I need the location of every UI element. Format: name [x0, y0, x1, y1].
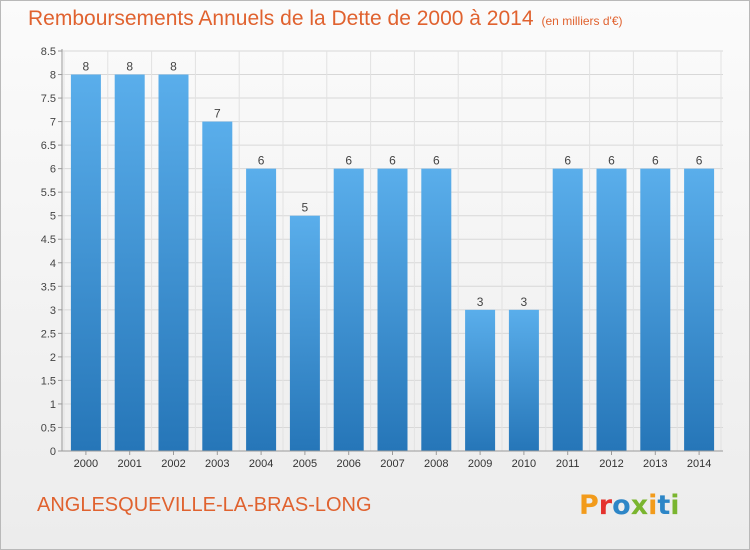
- bar-2014: [684, 168, 715, 451]
- data-label-2011: 6: [564, 154, 571, 168]
- bar-2005: [289, 215, 320, 451]
- logo-letter: x: [630, 490, 649, 521]
- x-tick-label-2000: 2000: [74, 458, 98, 470]
- bar-2006: [333, 168, 364, 451]
- data-label-2013: 6: [652, 154, 659, 168]
- axes: 0 0.5 1 1.5 2 2.5 3 3.5 4 4.5 5 5.5 6 6.5 7 7.5 8 8.5: [41, 46, 723, 458]
- data-label-2012: 6: [608, 154, 615, 168]
- x-tick-label-2003: 2003: [205, 458, 229, 470]
- y-tick-label: 0: [50, 446, 56, 458]
- y-tick-label: 6: [50, 164, 56, 176]
- logo-letter: i: [670, 490, 680, 521]
- chart-title: Remboursements Annuels de la Dette de 20…: [28, 7, 623, 31]
- x-tick-label-2001: 2001: [117, 458, 141, 470]
- y-tick-label: 5.5: [41, 187, 56, 199]
- x-tick-label-2002: 2002: [161, 458, 185, 470]
- x-tick-label-2009: 2009: [468, 458, 492, 470]
- logo-letter: r: [598, 490, 613, 521]
- logo-letter: t: [657, 490, 671, 521]
- y-tick-label: 6.5: [41, 140, 56, 152]
- y-tick-label: 2: [50, 352, 56, 364]
- labels: 8 2000 8 2001 8 2002 7 2003 6 2004 5 2005 6 2006 6 2007…: [74, 60, 712, 470]
- data-label-2008: 6: [433, 154, 440, 168]
- y-tick-label: 5: [50, 211, 56, 223]
- y-tick-label: 8: [50, 70, 56, 82]
- y-tick-label: 7: [50, 117, 56, 129]
- y-tick-label: 7.5: [41, 93, 56, 105]
- bar-2004: [246, 168, 277, 451]
- x-tick-label-2014: 2014: [687, 458, 711, 470]
- x-tick-label-2005: 2005: [293, 458, 317, 470]
- data-label-2007: 6: [389, 154, 396, 168]
- data-label-2001: 8: [126, 60, 133, 74]
- x-tick-label-2008: 2008: [424, 458, 448, 470]
- y-tick-label: 4.5: [41, 234, 56, 246]
- bar-2009: [465, 309, 496, 451]
- x-tick-label-2010: 2010: [512, 458, 536, 470]
- data-label-2004: 6: [258, 154, 265, 168]
- commune-name: ANGLESQUEVILLE-LA-BRAS-LONG: [37, 494, 372, 516]
- bar-2001: [114, 74, 145, 451]
- y-tick-label: 3: [50, 305, 56, 317]
- x-tick-label-2004: 2004: [249, 458, 273, 470]
- x-tick-label-2007: 2007: [380, 458, 404, 470]
- bar-2007: [377, 168, 408, 451]
- y-tick-label: 8.5: [41, 46, 56, 58]
- y-tick-label: 4: [50, 258, 56, 270]
- bar-2013: [640, 168, 671, 451]
- data-label-2003: 7: [214, 107, 221, 121]
- chart-subtitle: (en milliers d'€): [541, 14, 623, 28]
- data-label-2000: 8: [83, 60, 90, 74]
- bar-2002: [158, 74, 189, 451]
- x-tick-label-2013: 2013: [643, 458, 667, 470]
- data-label-2010: 3: [521, 295, 528, 309]
- data-label-2006: 6: [345, 154, 352, 168]
- x-tick-label-2011: 2011: [556, 458, 580, 470]
- bar-2000: [70, 74, 101, 451]
- y-tick-label: 2.5: [41, 328, 56, 340]
- logo-letter: o: [612, 490, 631, 521]
- data-label-2014: 6: [696, 154, 703, 168]
- logo-letter: i: [648, 490, 658, 521]
- bar-2012: [596, 168, 627, 451]
- data-label-2002: 8: [170, 60, 177, 74]
- bar-2003: [202, 121, 233, 452]
- x-tick-label-2006: 2006: [336, 458, 360, 470]
- proxiti-logo: Proxiti: [579, 490, 680, 521]
- data-label-2009: 3: [477, 295, 484, 309]
- y-tick-label: 1.5: [41, 375, 56, 387]
- chart-title-text: Remboursements Annuels de la Dette de 20…: [28, 7, 534, 30]
- bar-2010: [508, 309, 539, 451]
- y-tick-label: 0.5: [41, 422, 56, 434]
- bar-2011: [552, 168, 583, 451]
- x-tick-label-2012: 2012: [599, 458, 623, 470]
- bars: [70, 74, 715, 452]
- bar-2008: [421, 168, 452, 451]
- logo-letter: P: [579, 490, 599, 521]
- y-tick-label: 3.5: [41, 281, 56, 293]
- y-tick-label: 1: [50, 399, 56, 411]
- data-label-2005: 5: [302, 201, 309, 215]
- bar-chart: 0 0.5 1 1.5 2 2.5 3 3.5 4 4.5 5 5.5 6 6.5 7 7.5 8 8.5 8 20…: [41, 46, 723, 470]
